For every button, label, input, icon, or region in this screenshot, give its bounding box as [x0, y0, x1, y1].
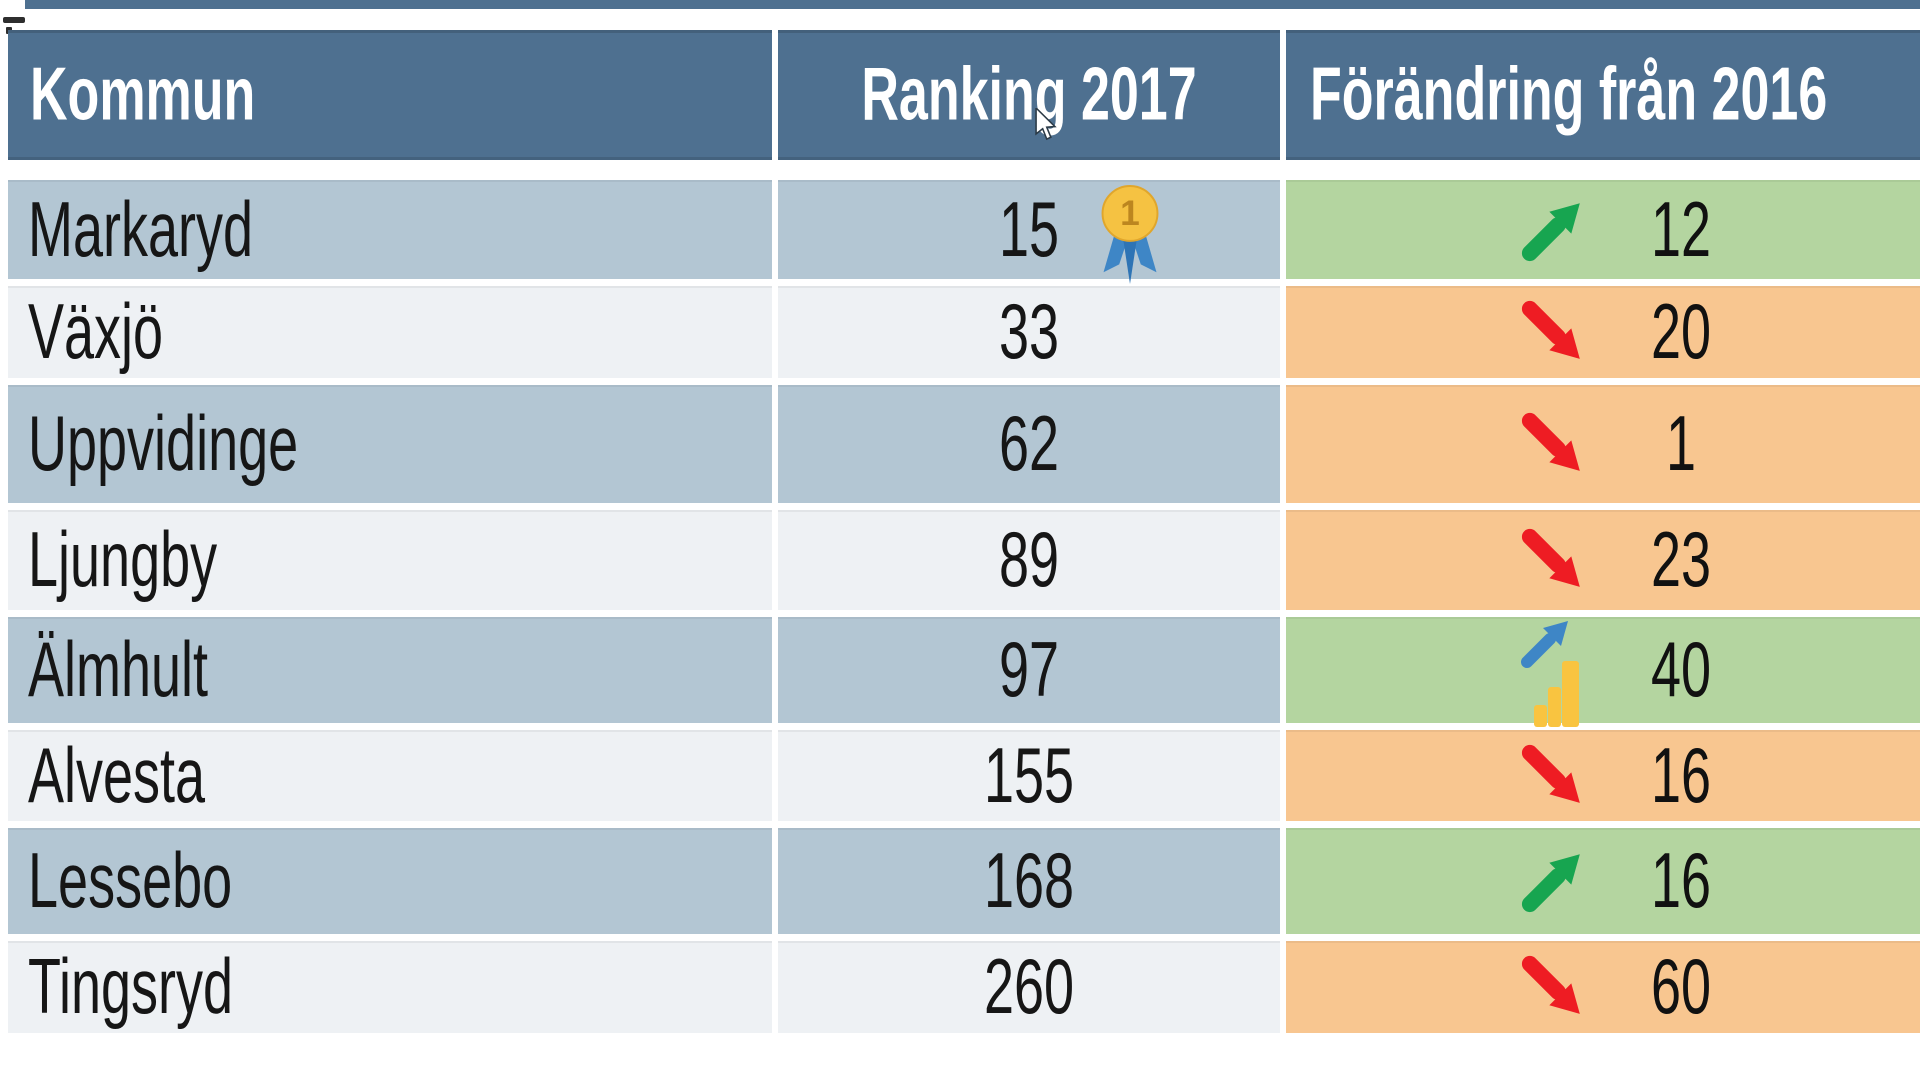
- table-row: Lessebo 168 16: [8, 828, 1920, 934]
- trend-down-icon: [1514, 405, 1592, 483]
- cell-change[interactable]: 16: [1286, 828, 1920, 934]
- trend-down-icon: [1514, 521, 1592, 599]
- cell-kommun[interactable]: Ljungby: [8, 510, 772, 610]
- trend-up-icon: [1514, 191, 1592, 269]
- ranking-value: 33: [998, 288, 1060, 376]
- cell-ranking[interactable]: 97: [778, 617, 1280, 723]
- cell-kommun[interactable]: Tingsryd: [8, 941, 772, 1033]
- cell-ranking[interactable]: 155: [778, 730, 1280, 821]
- cell-ranking[interactable]: 15 1: [778, 180, 1280, 285]
- header-forandring-label: Förändring från 2016: [1310, 52, 1828, 138]
- ranking-table: Kommun Ranking 2017 Förändring från 2016…: [8, 30, 1920, 1040]
- trend-down-icon: [1514, 737, 1592, 815]
- header-ranking-2017[interactable]: Ranking 2017: [778, 30, 1280, 160]
- ranking-value: 89: [998, 516, 1060, 604]
- change-value: 1: [1665, 400, 1697, 488]
- ranking-value: 15: [998, 186, 1060, 273]
- cell-change[interactable]: 20: [1286, 286, 1920, 378]
- cell-kommun[interactable]: Älmhult: [8, 617, 772, 723]
- cell-change[interactable]: 1: [1286, 385, 1920, 503]
- trend-down-icon: [1514, 293, 1592, 371]
- cell-ranking[interactable]: 168: [778, 828, 1280, 934]
- kommun-label: Alvesta: [28, 732, 206, 819]
- header-kommun[interactable]: Kommun: [8, 30, 772, 160]
- ranking-value: 97: [998, 626, 1060, 714]
- kommun-label: Lessebo: [28, 837, 233, 925]
- ranking-value: 168: [983, 837, 1075, 925]
- kommun-label: Tingsryd: [28, 943, 234, 1031]
- steps-icon: [1532, 657, 1582, 729]
- cell-change[interactable]: 60: [1286, 941, 1920, 1033]
- change-value: 60: [1650, 943, 1712, 1031]
- change-value: 12: [1650, 186, 1712, 273]
- mouse-cursor-icon: [1034, 108, 1057, 141]
- cell-change[interactable]: 12: [1286, 180, 1920, 279]
- change-value: 20: [1650, 288, 1712, 376]
- first-place-medal-icon: 1: [1098, 184, 1162, 286]
- trend-up-icon: [1514, 842, 1592, 920]
- table-row: Markaryd 15 1 12: [8, 180, 1920, 285]
- ranking-value: 62: [998, 400, 1060, 488]
- cell-ranking[interactable]: 33: [778, 286, 1280, 378]
- change-value: 16: [1650, 837, 1712, 925]
- kommun-label: Uppvidinge: [28, 400, 299, 488]
- cell-change[interactable]: 40: [1286, 617, 1920, 727]
- change-value: 23: [1650, 516, 1712, 604]
- cell-change[interactable]: 16: [1286, 730, 1920, 821]
- change-value: 16: [1650, 732, 1712, 819]
- header-kommun-label: Kommun: [30, 52, 256, 138]
- cropped-row-strip: [25, 0, 1920, 9]
- kommun-label: Ljungby: [28, 516, 218, 604]
- header-forandring-2016[interactable]: Förändring från 2016: [1286, 30, 1920, 160]
- cell-kommun[interactable]: Alvesta: [8, 730, 772, 821]
- table-row: Alvesta 155 16: [8, 730, 1920, 821]
- table-header-row: Kommun Ranking 2017 Förändring från 2016: [8, 30, 1920, 160]
- cell-kommun[interactable]: Växjö: [8, 286, 772, 378]
- ranking-value: 260: [983, 943, 1075, 1031]
- cell-ranking[interactable]: 260: [778, 941, 1280, 1033]
- svg-text:1: 1: [1120, 194, 1140, 233]
- table-row: Växjö 33 20: [8, 286, 1920, 378]
- change-value: 40: [1650, 626, 1712, 714]
- kommun-label: Växjö: [28, 288, 164, 376]
- cell-kommun[interactable]: Uppvidinge: [8, 385, 772, 503]
- cell-ranking[interactable]: 89: [778, 510, 1280, 610]
- table-row: Uppvidinge 62 1: [8, 385, 1920, 503]
- cell-change[interactable]: 23: [1286, 510, 1920, 610]
- cell-kommun[interactable]: Markaryd: [8, 180, 772, 279]
- kommun-label: Markaryd: [28, 186, 254, 273]
- ranking-value: 155: [983, 732, 1075, 819]
- cell-kommun[interactable]: Lessebo: [8, 828, 772, 934]
- cell-ranking[interactable]: 62: [778, 385, 1280, 503]
- header-ranking-label: Ranking 2017: [861, 52, 1197, 138]
- kommun-label: Älmhult: [28, 626, 209, 714]
- trend-up-icon: [1514, 611, 1578, 675]
- table-row: Tingsryd 260 60: [8, 941, 1920, 1033]
- table-row: Älmhult 97 40: [8, 617, 1920, 727]
- trend-down-icon: [1514, 948, 1592, 1026]
- table-row: Ljungby 89 23: [8, 510, 1920, 610]
